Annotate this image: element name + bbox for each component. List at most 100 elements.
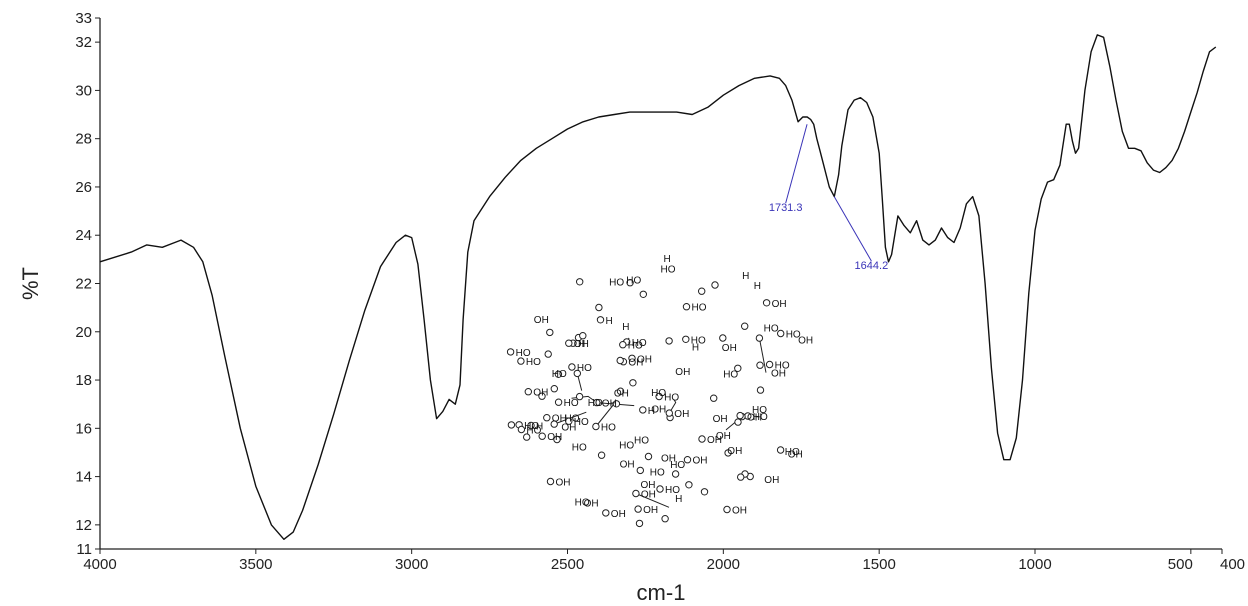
oxygen-atom	[755, 334, 764, 342]
oxygen-atom	[711, 281, 719, 289]
oxygen-atom	[710, 394, 718, 402]
functional-group-label: OH	[732, 506, 747, 517]
oxygen-atom	[636, 466, 644, 475]
functional-group-label: OH	[693, 456, 708, 467]
functional-group-label: HO	[632, 338, 647, 349]
oxygen-atom	[579, 332, 587, 340]
functional-group-label: HO	[601, 423, 616, 434]
functional-group-label: H	[754, 281, 761, 292]
functional-group-label: HO	[775, 361, 790, 372]
functional-group-label: OH	[722, 343, 737, 354]
y-tick-label: 33	[75, 10, 92, 27]
functional-group-label: OH	[798, 336, 813, 347]
y-tick-label: 14	[75, 469, 92, 486]
functional-group-label: H	[742, 271, 749, 282]
oxygen-atom	[538, 432, 546, 440]
x-tick-label: 3500	[239, 556, 272, 573]
functional-group-label: HO	[661, 265, 676, 276]
oxygen-atom	[632, 489, 640, 498]
oxygen-atom	[538, 392, 546, 400]
y-tick-label: 32	[75, 34, 92, 51]
functional-group-label: OH	[651, 405, 666, 416]
oxygen-atom	[683, 456, 692, 464]
oxygen-atom	[656, 485, 664, 493]
y-tick-label: 12	[75, 517, 92, 534]
structure-bond	[635, 493, 670, 508]
y-tick-label: 26	[75, 179, 92, 196]
functional-group-label: OH	[574, 339, 589, 350]
oxygen-atom	[543, 414, 551, 422]
functional-group-label: OH	[620, 459, 635, 470]
functional-group-label: OH	[534, 315, 549, 326]
functional-group-label: HO	[574, 417, 589, 428]
functional-group-label: OH	[628, 358, 643, 369]
functional-group-label: OH	[602, 399, 617, 410]
oxygen-atom	[554, 398, 563, 406]
y-tick-label: 30	[75, 82, 92, 99]
functional-group-label: OH	[707, 435, 722, 446]
oxygen-atom	[765, 360, 774, 369]
oxygen-atom	[700, 488, 709, 496]
functional-group-label: H	[648, 406, 655, 417]
oxygen-atom	[576, 278, 584, 286]
functional-group-label: OH	[788, 449, 803, 460]
functional-group-label: OH	[614, 388, 629, 399]
oxygen-atom	[626, 279, 634, 287]
functional-group-label: HO	[634, 435, 649, 446]
functional-group-label: HO	[752, 405, 767, 416]
functional-group-label: H	[622, 322, 629, 333]
functional-group-label: OH	[584, 499, 599, 510]
functional-group-label: HO	[670, 460, 685, 471]
functional-group-label: OH	[771, 369, 786, 380]
oxygen-atom	[628, 354, 636, 362]
oxygen-atom	[698, 287, 706, 295]
functional-group-label: H	[692, 342, 699, 353]
oxygen-atom	[553, 435, 561, 444]
functional-group-label: OH	[661, 454, 676, 465]
oxygen-atom	[698, 435, 706, 443]
x-tick-label: 3000	[395, 556, 428, 573]
oxygen-atom	[506, 348, 515, 356]
oxygen-atom	[777, 329, 785, 338]
x-tick-label: 400	[1220, 556, 1245, 573]
oxygen-atom	[517, 425, 526, 434]
functional-group-label: HO	[723, 370, 738, 381]
y-axis-title: %T	[18, 267, 43, 300]
functional-group-label: OH	[533, 388, 548, 399]
structure-bond	[595, 404, 614, 427]
oxygen-atom	[597, 451, 606, 459]
oxygen-atom	[523, 433, 531, 441]
x-tick-label: 4000	[83, 556, 116, 573]
functional-group-label: OH	[641, 490, 656, 501]
oxygen-atom	[616, 356, 624, 365]
oxygen-atom	[592, 422, 600, 431]
oxygen-atom	[546, 328, 554, 337]
oxygen-atom	[595, 303, 603, 312]
oxygen-atom	[550, 385, 558, 393]
y-tick-label: 22	[75, 276, 92, 293]
oxygen-atom	[544, 350, 552, 358]
oxygen-atom	[550, 420, 558, 428]
functional-group-label: HO	[665, 485, 680, 496]
y-tick-label: 28	[75, 131, 92, 148]
functional-group-label: OH	[713, 414, 728, 425]
oxygen-atom	[756, 386, 765, 394]
oxygen-atom	[655, 392, 663, 401]
oxygen-atom	[736, 411, 744, 420]
series-layer	[99, 34, 1217, 540]
functional-group-label: HO	[753, 412, 768, 423]
spectrum-line	[99, 34, 1217, 540]
functional-group-label: OH	[772, 299, 787, 310]
oxygen-atom	[629, 379, 637, 387]
annotation-label: 1644.2	[855, 260, 889, 272]
oxygen-atom	[546, 477, 555, 486]
oxygen-atom	[776, 446, 785, 454]
y-tick-label: 11	[76, 541, 92, 558]
functional-group-label: HO	[626, 276, 641, 287]
functional-group-label: OH	[674, 409, 689, 420]
functional-group-label: HO	[526, 426, 541, 437]
oxygen-atom	[639, 406, 647, 414]
oxygen-atom	[635, 519, 644, 528]
x-tick-label: 1000	[1018, 556, 1051, 573]
annotation-leader-line	[833, 196, 872, 262]
